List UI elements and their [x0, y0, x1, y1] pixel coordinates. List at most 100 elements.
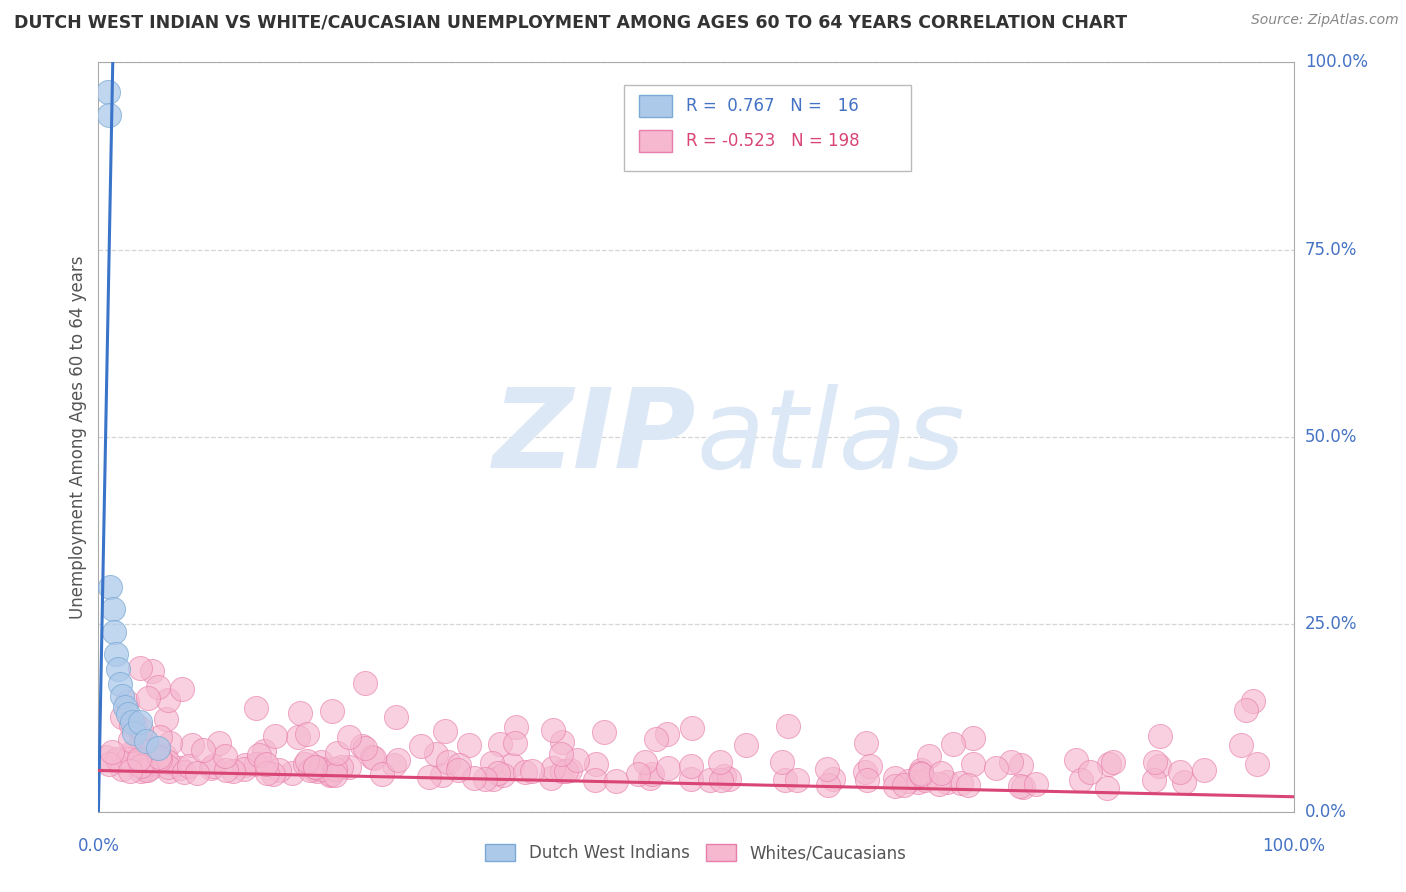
- Point: [1246, 757, 1268, 772]
- Point: [149, 730, 172, 744]
- Point: [157, 764, 180, 778]
- Point: [1025, 776, 1047, 790]
- Text: Source: ZipAtlas.com: Source: ZipAtlas.com: [1251, 13, 1399, 28]
- Point: [786, 772, 808, 787]
- Point: [1143, 755, 1166, 769]
- Point: [986, 761, 1008, 775]
- Point: [131, 735, 153, 749]
- Point: [928, 777, 950, 791]
- Point: [295, 727, 318, 741]
- Point: [105, 751, 128, 765]
- Point: [155, 712, 177, 726]
- Point: [550, 747, 572, 762]
- Point: [773, 773, 796, 788]
- Point: [294, 757, 316, 772]
- Point: [118, 733, 141, 747]
- Point: [1168, 764, 1191, 779]
- Point: [682, 721, 704, 735]
- Point: [170, 681, 193, 696]
- Point: [1149, 729, 1171, 743]
- Point: [186, 765, 208, 780]
- Text: R = -0.523   N = 198: R = -0.523 N = 198: [686, 132, 860, 150]
- Point: [463, 771, 485, 785]
- Point: [120, 717, 142, 731]
- Point: [107, 662, 129, 676]
- Point: [295, 754, 318, 768]
- Point: [354, 741, 377, 756]
- Point: [1098, 757, 1121, 772]
- Point: [481, 756, 503, 771]
- Point: [644, 731, 666, 746]
- Point: [474, 772, 496, 786]
- Point: [98, 756, 121, 771]
- Point: [281, 765, 304, 780]
- Point: [918, 749, 941, 764]
- Point: [337, 760, 360, 774]
- Point: [821, 772, 844, 786]
- Point: [323, 768, 346, 782]
- Point: [233, 758, 256, 772]
- Point: [540, 771, 562, 785]
- Text: R =  0.767   N =   16: R = 0.767 N = 16: [686, 97, 859, 115]
- Point: [247, 748, 270, 763]
- Point: [551, 735, 574, 749]
- Point: [148, 750, 170, 764]
- Point: [657, 761, 679, 775]
- Point: [1010, 758, 1032, 772]
- Point: [447, 764, 470, 778]
- Point: [350, 739, 373, 754]
- Point: [159, 736, 181, 750]
- Point: [169, 761, 191, 775]
- Point: [127, 754, 149, 768]
- Point: [541, 723, 564, 737]
- Point: [387, 754, 409, 768]
- Point: [883, 779, 905, 793]
- Point: [124, 726, 146, 740]
- Point: [330, 760, 353, 774]
- Point: [222, 764, 245, 779]
- Point: [709, 755, 731, 769]
- Point: [734, 738, 756, 752]
- Point: [319, 767, 342, 781]
- Point: [299, 763, 322, 777]
- Point: [117, 707, 139, 722]
- Point: [135, 763, 157, 777]
- Text: ZIP: ZIP: [492, 384, 696, 491]
- Point: [191, 742, 214, 756]
- Point: [363, 750, 385, 764]
- Point: [583, 772, 606, 787]
- Point: [288, 706, 311, 721]
- Point: [503, 736, 526, 750]
- Text: 25.0%: 25.0%: [1305, 615, 1357, 633]
- Point: [287, 731, 309, 745]
- Point: [585, 757, 607, 772]
- Point: [681, 772, 703, 787]
- Point: [128, 752, 150, 766]
- Point: [326, 746, 349, 760]
- Y-axis label: Unemployment Among Ages 60 to 64 years: Unemployment Among Ages 60 to 64 years: [69, 255, 87, 619]
- Point: [409, 739, 432, 754]
- Point: [305, 764, 328, 778]
- Point: [962, 731, 984, 745]
- Point: [121, 744, 143, 758]
- Point: [1102, 755, 1125, 769]
- Point: [551, 764, 574, 778]
- Point: [817, 778, 839, 792]
- Point: [914, 773, 936, 788]
- Point: [1064, 753, 1087, 767]
- Text: 100.0%: 100.0%: [1263, 837, 1324, 855]
- Point: [605, 774, 627, 789]
- Point: [103, 624, 125, 639]
- Point: [1241, 694, 1264, 708]
- Point: [232, 762, 254, 776]
- Point: [855, 736, 877, 750]
- Point: [1230, 738, 1253, 752]
- Point: [488, 737, 510, 751]
- Point: [679, 759, 702, 773]
- Point: [634, 756, 657, 770]
- Point: [910, 767, 932, 781]
- Point: [627, 766, 650, 780]
- Point: [699, 772, 721, 787]
- Point: [157, 755, 180, 769]
- Point: [254, 756, 277, 771]
